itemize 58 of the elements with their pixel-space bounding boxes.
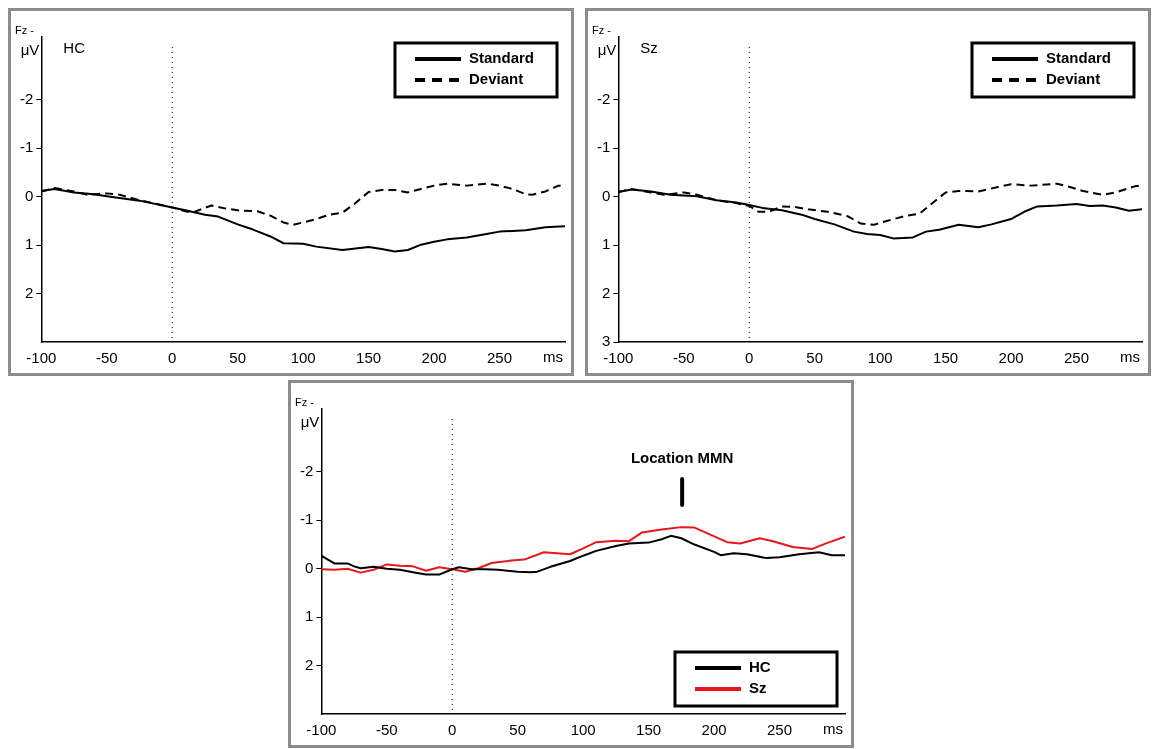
y-tick-label: 0 <box>24 186 34 204</box>
legend-label: Standard <box>469 49 535 67</box>
x-axis-title: ms <box>823 720 843 738</box>
x-tick-label: 50 <box>229 349 247 367</box>
x-tick-label: -100 <box>306 721 337 739</box>
text: Fz - <box>592 24 612 37</box>
y-tick-label: 2 <box>24 283 34 301</box>
x-tick-label: 200 <box>701 721 727 739</box>
y-tick-label: -2 <box>596 90 611 108</box>
legend-label: Deviant <box>1046 70 1101 88</box>
x-tick-label: 200 <box>998 349 1024 367</box>
x-tick-label: 250 <box>1064 349 1090 367</box>
x-tick-label: -100 <box>26 349 57 367</box>
x-tick-label: 200 <box>421 349 447 367</box>
y-tick-label: 2 <box>304 655 314 673</box>
x-tick-label: 150 <box>933 349 959 367</box>
y-tick-label: 1 <box>304 607 314 625</box>
y-axis-title: μV <box>20 41 40 59</box>
x-tick-label: 0 <box>168 349 177 367</box>
y-tick-label: 0 <box>601 186 611 204</box>
y-tick-label: -1 <box>19 138 34 156</box>
x-tick-label: 0 <box>745 349 754 367</box>
y-tick-label: -2 <box>19 90 34 108</box>
y-tick-label: -1 <box>299 510 314 528</box>
y-axis-title: μV <box>597 41 617 59</box>
x-tick-label: 0 <box>448 721 457 739</box>
text: Fz - <box>295 396 315 409</box>
y-tick-label: 0 <box>304 558 314 576</box>
legend-label: Sz <box>749 679 767 697</box>
y-tick-label: 1 <box>24 235 34 253</box>
x-tick-label: 100 <box>867 349 893 367</box>
legend-label: HC <box>749 658 771 676</box>
x-tick-label: -50 <box>672 349 695 367</box>
y-tick-label: -1 <box>596 138 611 156</box>
x-tick-label: 100 <box>290 349 316 367</box>
x-tick-label: 150 <box>636 721 662 739</box>
x-tick-label: -50 <box>95 349 118 367</box>
x-tick-label: 50 <box>806 349 824 367</box>
y-tick-label: 1 <box>601 235 611 253</box>
legend-label: Deviant <box>469 70 524 88</box>
x-tick-label: -100 <box>603 349 634 367</box>
x-tick-label: 150 <box>356 349 382 367</box>
annotation: Location MMN <box>630 449 734 467</box>
x-tick-label: 50 <box>509 721 527 739</box>
legend-label: Standard <box>1046 49 1112 67</box>
x-tick-label: 250 <box>487 349 513 367</box>
y-tick-label: 3 <box>601 332 611 350</box>
x-axis-title: ms <box>1120 348 1140 366</box>
x-tick-label: -50 <box>375 721 398 739</box>
x-axis-title: ms <box>543 348 563 366</box>
x-tick-label: 100 <box>570 721 596 739</box>
chart-title: HC <box>63 39 86 57</box>
y-axis-title: μV <box>300 413 320 431</box>
y-tick-label: 2 <box>601 283 611 301</box>
y-tick-label: -2 <box>299 462 314 480</box>
text: Fz - <box>15 24 35 37</box>
chart-title: Sz <box>640 39 658 57</box>
x-tick-label: 250 <box>767 721 793 739</box>
